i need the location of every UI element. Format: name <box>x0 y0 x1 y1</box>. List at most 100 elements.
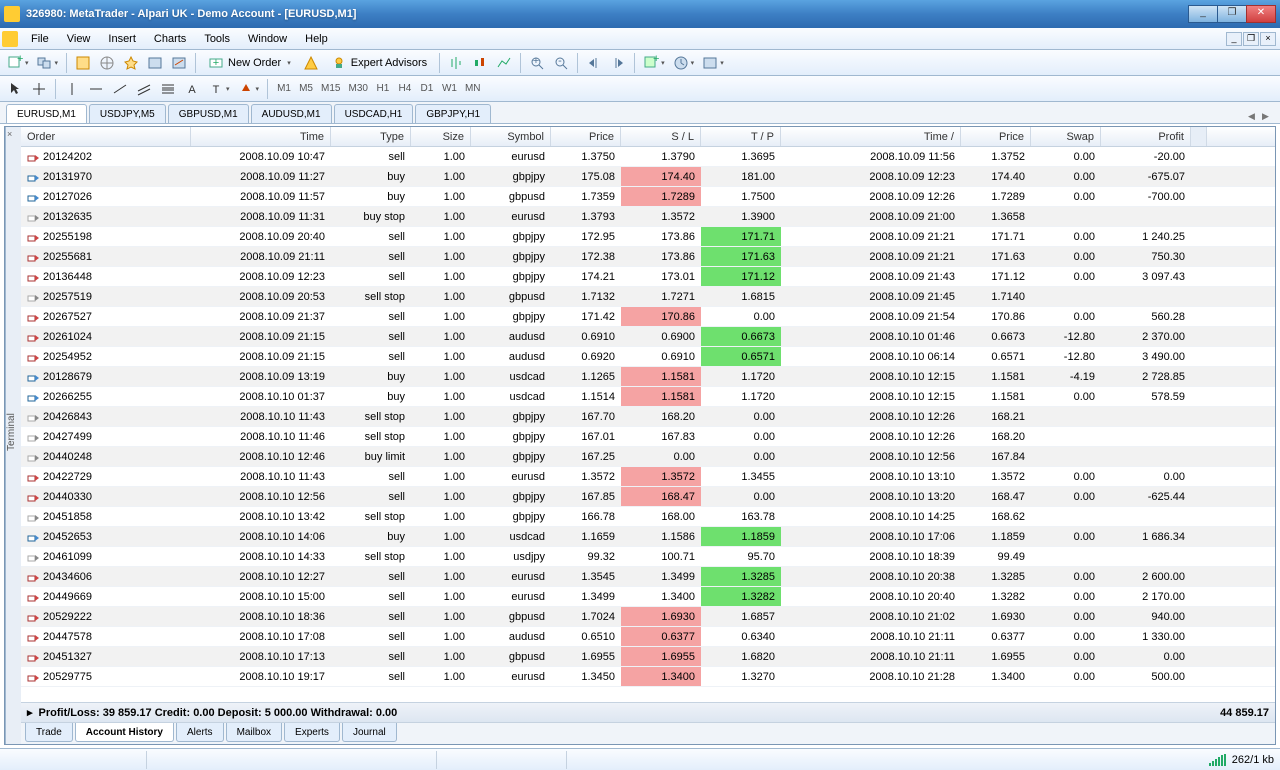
table-row[interactable]: 201286792008.10.09 13:19buy1.00usdcad1.1… <box>21 367 1275 387</box>
table-row[interactable]: 202556812008.10.09 21:11sell1.00gbpjpy17… <box>21 247 1275 267</box>
column-swap[interactable]: Swap <box>1031 127 1101 146</box>
fibonacci-icon[interactable] <box>157 78 179 100</box>
table-row[interactable]: 205297752008.10.10 19:17sell1.00eurusd1.… <box>21 667 1275 687</box>
maximize-button[interactable]: ❐ <box>1217 5 1247 23</box>
zoom-out-icon[interactable]: - <box>550 52 572 74</box>
market-watch-icon[interactable] <box>72 52 94 74</box>
chart-tab[interactable]: AUDUSD,M1 <box>251 104 332 123</box>
chart-tab[interactable]: GBPUSD,M1 <box>168 104 249 123</box>
timeframe-h4[interactable]: H4 <box>394 80 416 98</box>
chart-tab[interactable]: USDCAD,H1 <box>334 104 414 123</box>
templates-icon[interactable]: ▾ <box>699 52 727 74</box>
data-window-icon[interactable] <box>120 52 142 74</box>
mdi-close-button[interactable]: × <box>1260 32 1276 46</box>
column-sl[interactable]: S / L <box>621 127 701 146</box>
column-symbol[interactable]: Symbol <box>471 127 551 146</box>
text-label-icon[interactable]: T▾ <box>205 78 233 100</box>
timeframe-m15[interactable]: M15 <box>317 80 344 98</box>
table-row[interactable]: 204518582008.10.10 13:42sell stop1.00gbp… <box>21 507 1275 527</box>
close-button[interactable]: ✕ <box>1246 5 1276 23</box>
menu-insert[interactable]: Insert <box>99 31 145 47</box>
auto-scroll-icon[interactable] <box>583 52 605 74</box>
chart-shift-icon[interactable] <box>607 52 629 74</box>
table-row[interactable]: 204268432008.10.10 11:43sell stop1.00gbp… <box>21 407 1275 427</box>
table-row[interactable]: 202610242008.10.09 21:15sell1.00audusd0.… <box>21 327 1275 347</box>
terminal-icon[interactable] <box>144 52 166 74</box>
column-time[interactable]: Time <box>191 127 331 146</box>
chart-tab[interactable]: GBPJPY,H1 <box>415 104 491 123</box>
timeframe-m5[interactable]: M5 <box>295 80 317 98</box>
terminal-tab-mailbox[interactable]: Mailbox <box>226 723 282 742</box>
menu-window[interactable]: Window <box>239 31 296 47</box>
equidistant-icon[interactable] <box>133 78 155 100</box>
menu-file[interactable]: File <box>22 31 58 47</box>
table-row[interactable]: 204227292008.10.10 11:43sell1.00eurusd1.… <box>21 467 1275 487</box>
table-row[interactable]: 202675272008.10.09 21:37sell1.00gbpjpy17… <box>21 307 1275 327</box>
table-row[interactable]: 205292222008.10.10 18:36sell1.00gbpusd1.… <box>21 607 1275 627</box>
table-row[interactable]: 204526532008.10.10 14:06buy1.00usdcad1.1… <box>21 527 1275 547</box>
bar-chart-icon[interactable] <box>445 52 467 74</box>
terminal-tab-trade[interactable]: Trade <box>25 723 73 742</box>
timeframe-d1[interactable]: D1 <box>416 80 438 98</box>
timeframe-h1[interactable]: H1 <box>372 80 394 98</box>
line-chart-icon[interactable] <box>493 52 515 74</box>
candle-chart-icon[interactable] <box>469 52 491 74</box>
crosshair-icon[interactable] <box>28 78 50 100</box>
table-row[interactable]: 204513272008.10.10 17:13sell1.00gbpusd1.… <box>21 647 1275 667</box>
text-icon[interactable]: A <box>181 78 203 100</box>
timeframe-w1[interactable]: W1 <box>438 80 461 98</box>
table-row[interactable]: 201242022008.10.09 10:47sell1.00eurusd1.… <box>21 147 1275 167</box>
column-order[interactable]: Order <box>21 127 191 146</box>
periods-icon[interactable]: ▾ <box>670 52 698 74</box>
terminal-close-icon[interactable]: × <box>7 129 17 139</box>
arrows-icon[interactable]: ▾ <box>235 78 263 100</box>
profiles-icon[interactable]: ▾ <box>34 52 62 74</box>
menu-charts[interactable]: Charts <box>145 31 195 47</box>
column-type[interactable]: Type <box>331 127 411 146</box>
table-row[interactable]: 202575192008.10.09 20:53sell stop1.00gbp… <box>21 287 1275 307</box>
minimize-button[interactable]: _ <box>1188 5 1218 23</box>
terminal-tab-account-history[interactable]: Account History <box>75 723 174 742</box>
horizontal-line-icon[interactable] <box>85 78 107 100</box>
zoom-in-icon[interactable]: + <box>526 52 548 74</box>
column-profit[interactable]: Profit <box>1101 127 1191 146</box>
menu-help[interactable]: Help <box>296 31 337 47</box>
menu-view[interactable]: View <box>58 31 100 47</box>
column-size[interactable]: Size <box>411 127 471 146</box>
indicators-icon[interactable]: +▾ <box>640 52 668 74</box>
table-row[interactable]: 204346062008.10.10 12:27sell1.00eurusd1.… <box>21 567 1275 587</box>
table-row[interactable]: 204403302008.10.10 12:56sell1.00gbpjpy16… <box>21 487 1275 507</box>
cursor-icon[interactable] <box>4 78 26 100</box>
table-row[interactable]: 201326352008.10.09 11:31buy stop1.00euru… <box>21 207 1275 227</box>
terminal-tab-journal[interactable]: Journal <box>342 723 397 742</box>
table-row[interactable]: 202551982008.10.09 20:40sell1.00gbpjpy17… <box>21 227 1275 247</box>
mdi-restore-button[interactable]: ❐ <box>1243 32 1259 46</box>
column-time2[interactable]: Time / <box>781 127 961 146</box>
new-order-button[interactable]: +New Order▾ <box>201 52 298 74</box>
timeframe-mn[interactable]: MN <box>461 80 485 98</box>
table-row[interactable]: 202549522008.10.09 21:15sell1.00audusd0.… <box>21 347 1275 367</box>
table-body[interactable]: 201242022008.10.09 10:47sell1.00eurusd1.… <box>21 147 1275 702</box>
mdi-minimize-button[interactable]: _ <box>1226 32 1242 46</box>
table-row[interactable]: 204496692008.10.10 15:00sell1.00eurusd1.… <box>21 587 1275 607</box>
tab-scroll-right-icon[interactable]: ▶ <box>1262 111 1274 123</box>
metaeditor-icon[interactable] <box>300 52 322 74</box>
timeframe-m1[interactable]: M1 <box>273 80 295 98</box>
chart-tab[interactable]: USDJPY,M5 <box>89 104 166 123</box>
tab-scroll-left-icon[interactable]: ◀ <box>1248 111 1260 123</box>
table-row[interactable]: 201270262008.10.09 11:57buy1.00gbpusd1.7… <box>21 187 1275 207</box>
table-row[interactable]: 204610992008.10.10 14:33sell stop1.00usd… <box>21 547 1275 567</box>
table-row[interactable]: 201319702008.10.09 11:27buy1.00gbpjpy175… <box>21 167 1275 187</box>
column-tp[interactable]: T / P <box>701 127 781 146</box>
timeframe-m30[interactable]: M30 <box>344 80 371 98</box>
strategy-tester-icon[interactable] <box>168 52 190 74</box>
column-price2[interactable]: Price <box>961 127 1031 146</box>
navigator-icon[interactable] <box>96 52 118 74</box>
table-row[interactable]: 202662552008.10.10 01:37buy1.00usdcad1.1… <box>21 387 1275 407</box>
table-row[interactable]: 201364482008.10.09 12:23sell1.00gbpjpy17… <box>21 267 1275 287</box>
new-chart-icon[interactable]: +▾ <box>4 52 32 74</box>
table-row[interactable]: 204402482008.10.10 12:46buy limit1.00gbp… <box>21 447 1275 467</box>
table-row[interactable]: 204274992008.10.10 11:46sell stop1.00gbp… <box>21 427 1275 447</box>
column-price[interactable]: Price <box>551 127 621 146</box>
terminal-tab-experts[interactable]: Experts <box>284 723 340 742</box>
